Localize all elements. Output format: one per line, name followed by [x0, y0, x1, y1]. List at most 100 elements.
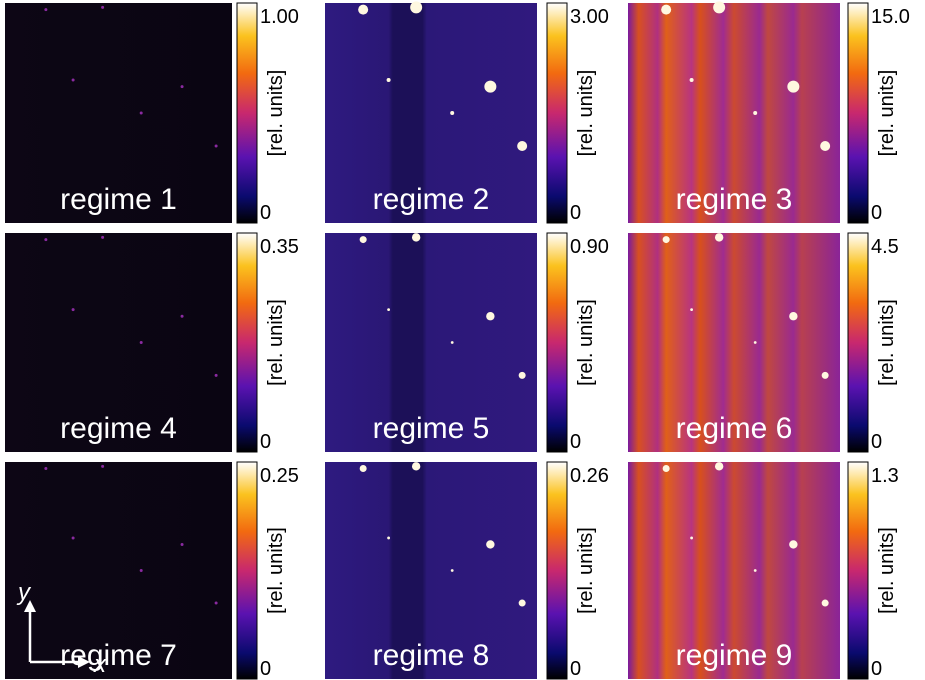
- bright-spot: [714, 462, 724, 471]
- axis-label: y: [16, 579, 32, 606]
- bright-spot: [821, 371, 829, 379]
- bright-spot: [71, 308, 75, 312]
- arrow-head: [24, 600, 36, 612]
- colorbar-max: 4.5: [871, 236, 899, 258]
- panel-label: regime 3: [676, 183, 793, 216]
- bright-spot: [753, 569, 757, 572]
- bright-spot: [820, 141, 831, 151]
- panel-label: regime 7: [60, 639, 177, 672]
- colorbar-unit: [rel. units]: [876, 527, 898, 614]
- bright-spot: [689, 78, 694, 82]
- colorbar: [236, 232, 258, 453]
- colorbar-max: 1.3: [871, 465, 899, 487]
- panel-label: regime 1: [60, 183, 177, 216]
- colorbar-unit: [rel. units]: [575, 70, 597, 157]
- bright-spot: [753, 111, 758, 115]
- panel-label: regime 9: [676, 639, 793, 672]
- bright-spot: [44, 8, 48, 12]
- bright-spot: [753, 341, 757, 344]
- colorbar-min: 0: [570, 658, 581, 680]
- colorbar-unit: [rel. units]: [876, 70, 898, 157]
- bright-spot: [821, 599, 829, 607]
- bright-spot: [214, 373, 218, 377]
- image-panel: [5, 462, 232, 679]
- bright-spot: [518, 599, 526, 607]
- colorbar-min: 0: [570, 202, 581, 224]
- panel-label: regime 4: [60, 412, 177, 445]
- bright-spot: [214, 144, 218, 148]
- colorbar-unit: [rel. units]: [876, 299, 898, 386]
- colorbar: [847, 461, 869, 680]
- image-panel: [628, 233, 840, 452]
- colorbar-max: 1.00: [260, 6, 299, 28]
- image-panel: [325, 3, 537, 223]
- bright-spot: [71, 78, 75, 82]
- bright-spot: [450, 569, 454, 572]
- bright-spot: [787, 80, 800, 93]
- colorbar-min: 0: [871, 202, 882, 224]
- bright-spot: [44, 467, 48, 471]
- bright-spot: [450, 341, 454, 344]
- colorbar-min: 0: [260, 431, 271, 453]
- colorbar-max: 0.90: [570, 236, 609, 258]
- bright-spot: [484, 80, 497, 93]
- colorbar: [546, 232, 568, 453]
- image-panel: [5, 233, 232, 452]
- colorbar-min: 0: [260, 658, 271, 680]
- bright-spot: [71, 536, 75, 540]
- colorbar-unit: [rel. units]: [265, 70, 287, 157]
- bright-spot: [517, 141, 528, 151]
- bright-spot: [713, 1, 726, 14]
- colorbar-max: 3.00: [570, 6, 609, 28]
- colorbar-max: 0.35: [260, 236, 299, 258]
- bright-spot: [410, 1, 423, 14]
- colorbar-max: 0.25: [260, 465, 299, 487]
- bright-spot: [359, 236, 367, 244]
- bright-spot: [358, 4, 369, 15]
- colorbar-min: 0: [570, 431, 581, 453]
- colorbar: [546, 2, 568, 224]
- bright-spot: [486, 312, 495, 321]
- panel-label: regime 5: [373, 412, 490, 445]
- bright-spot: [662, 236, 670, 244]
- bright-spot: [101, 235, 105, 239]
- bright-spot: [486, 540, 495, 549]
- colorbar-min: 0: [260, 202, 271, 224]
- colorbar-max: 0.26: [570, 465, 609, 487]
- colorbar-max: 15.0: [871, 6, 910, 28]
- bright-spot: [690, 536, 693, 540]
- bright-spot: [411, 462, 421, 471]
- panel-label: regime 2: [373, 183, 490, 216]
- colorbar-min: 0: [871, 431, 882, 453]
- colorbar: [847, 232, 869, 453]
- bright-spot: [411, 233, 421, 242]
- bright-spot: [180, 314, 184, 318]
- bright-spot: [690, 308, 693, 312]
- bright-spot: [101, 464, 105, 468]
- colorbar-unit: [rel. units]: [575, 299, 597, 386]
- bright-spot: [662, 465, 670, 473]
- colorbar: [546, 461, 568, 680]
- image-panel: [325, 462, 537, 679]
- bright-spot: [180, 542, 184, 546]
- bright-spot: [180, 85, 184, 89]
- image-panel: [628, 3, 840, 223]
- bright-spot: [789, 540, 798, 549]
- colorbar: [236, 2, 258, 224]
- bright-spot: [139, 111, 143, 115]
- bright-spot: [359, 465, 367, 473]
- colorbar-unit: [rel. units]: [265, 299, 287, 386]
- panel-label: regime 6: [676, 412, 793, 445]
- bright-spot: [789, 312, 798, 321]
- bright-spot: [139, 569, 143, 572]
- bright-spot: [139, 341, 143, 344]
- bright-spot: [387, 536, 390, 540]
- axis-label: x: [93, 651, 107, 678]
- colorbar-unit: [rel. units]: [575, 527, 597, 614]
- image-panel: [628, 462, 840, 679]
- bright-spot: [450, 111, 455, 115]
- arrow-head: [78, 656, 90, 668]
- bright-spot: [44, 238, 48, 242]
- bright-spot: [661, 4, 672, 15]
